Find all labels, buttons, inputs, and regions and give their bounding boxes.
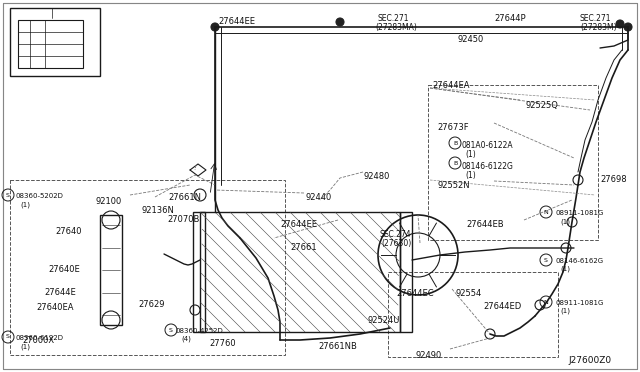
Circle shape <box>211 23 219 31</box>
Text: 27661NB: 27661NB <box>318 342 357 351</box>
Text: 27644EE: 27644EE <box>280 220 317 229</box>
Text: (27283M): (27283M) <box>580 23 616 32</box>
Text: 27629: 27629 <box>138 300 164 309</box>
Text: 27698: 27698 <box>600 175 627 184</box>
Text: (4): (4) <box>181 336 191 343</box>
Bar <box>100 215 122 325</box>
Text: 92100: 92100 <box>95 197 121 206</box>
Text: 27070B: 27070B <box>167 215 200 224</box>
Text: S: S <box>169 327 173 333</box>
Text: S: S <box>6 334 10 340</box>
Text: 27640: 27640 <box>55 227 81 236</box>
Text: (1): (1) <box>560 308 570 314</box>
Text: (1): (1) <box>560 266 570 273</box>
Text: 08146-6122G: 08146-6122G <box>462 162 514 171</box>
Text: (1): (1) <box>20 343 30 350</box>
Text: SEC.271: SEC.271 <box>580 14 611 23</box>
Text: 92490: 92490 <box>416 351 442 360</box>
Text: (1): (1) <box>465 171 476 180</box>
Text: 27760: 27760 <box>209 339 236 348</box>
Text: B: B <box>453 160 457 166</box>
Text: 27673F: 27673F <box>437 123 468 132</box>
Text: 27644E: 27644E <box>44 288 76 297</box>
Text: 27661: 27661 <box>290 243 317 252</box>
Text: SEC.271: SEC.271 <box>377 14 408 23</box>
Text: 27644EC: 27644EC <box>396 289 434 298</box>
Text: 27661N: 27661N <box>168 193 201 202</box>
Text: 081A0-6122A: 081A0-6122A <box>462 141 514 150</box>
Text: 92136N: 92136N <box>142 206 175 215</box>
Text: (27630): (27630) <box>381 239 412 248</box>
Text: 27640E: 27640E <box>48 265 80 274</box>
Text: 08360-4252D: 08360-4252D <box>176 328 224 334</box>
Text: 92552N: 92552N <box>437 181 470 190</box>
Text: N: N <box>543 299 548 305</box>
Text: 92440: 92440 <box>305 193 332 202</box>
Bar <box>400 212 412 332</box>
Text: J27600Z0: J27600Z0 <box>568 356 611 365</box>
Text: (27283MA): (27283MA) <box>375 23 417 32</box>
Text: SEC.274: SEC.274 <box>380 230 412 239</box>
Text: 92450: 92450 <box>457 35 483 44</box>
Text: N: N <box>543 209 548 215</box>
Bar <box>18 20 83 68</box>
Text: 27644P: 27644P <box>494 14 525 23</box>
Text: S: S <box>544 257 548 263</box>
Text: 27640EA: 27640EA <box>36 303 74 312</box>
Text: 92524U: 92524U <box>368 316 401 325</box>
Text: 27644ED: 27644ED <box>483 302 521 311</box>
Circle shape <box>624 23 632 31</box>
Text: 27644EB: 27644EB <box>466 220 504 229</box>
Text: B: B <box>453 141 457 145</box>
Text: 08146-6162G: 08146-6162G <box>555 258 603 264</box>
Text: (1): (1) <box>560 218 570 224</box>
Text: (1): (1) <box>20 201 30 208</box>
Text: 08911-1081G: 08911-1081G <box>555 300 604 306</box>
Bar <box>10 180 285 355</box>
Bar <box>428 85 598 240</box>
Text: 08360-5202D: 08360-5202D <box>16 193 64 199</box>
Bar <box>200 212 400 332</box>
Circle shape <box>616 20 624 28</box>
Bar <box>388 272 558 357</box>
Bar <box>10 8 100 76</box>
Text: 08911-1081G: 08911-1081G <box>555 210 604 216</box>
Text: S: S <box>6 192 10 198</box>
Text: 92480: 92480 <box>364 172 390 181</box>
Text: 92554: 92554 <box>456 289 483 298</box>
Text: 27000X: 27000X <box>22 336 54 345</box>
Bar <box>193 212 205 332</box>
Text: (1): (1) <box>465 150 476 159</box>
Text: 08360-6122D: 08360-6122D <box>16 335 64 341</box>
Text: 27644EE: 27644EE <box>218 17 255 26</box>
Text: 92525Q: 92525Q <box>525 101 558 110</box>
Text: 27644EA: 27644EA <box>432 81 470 90</box>
Circle shape <box>336 18 344 26</box>
